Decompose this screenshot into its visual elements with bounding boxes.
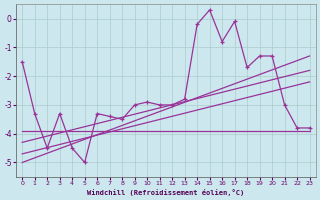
- X-axis label: Windchill (Refroidissement éolien,°C): Windchill (Refroidissement éolien,°C): [87, 189, 244, 196]
